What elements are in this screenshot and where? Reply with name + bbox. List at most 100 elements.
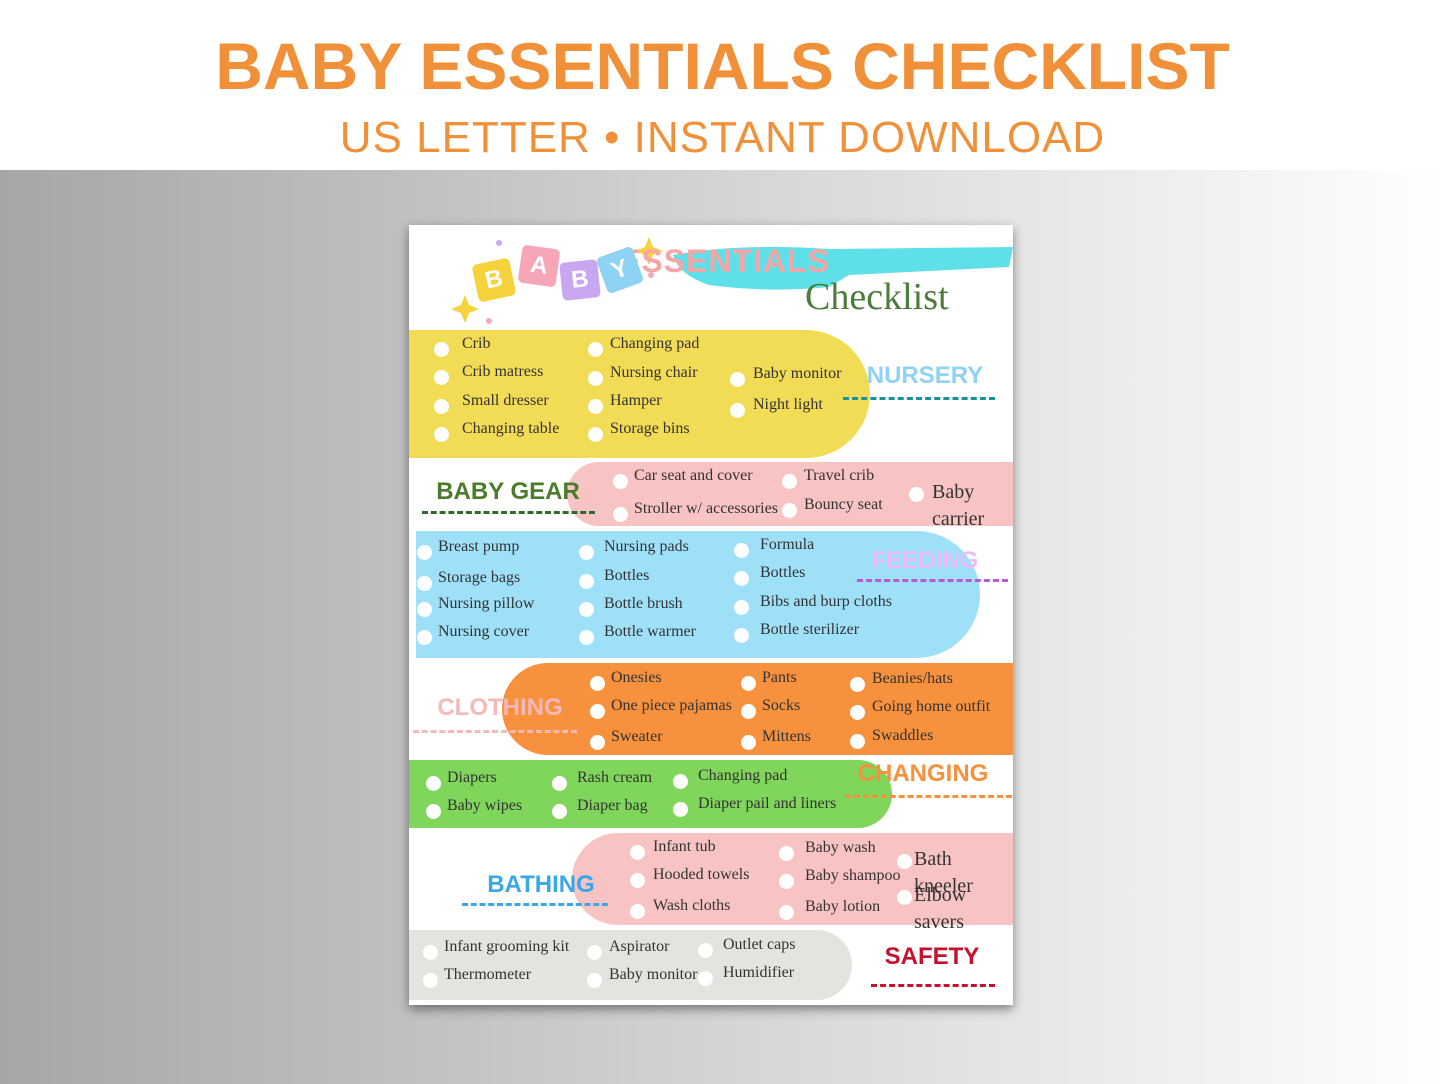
section-divider bbox=[422, 511, 595, 514]
checkbox bbox=[698, 971, 713, 986]
checklist-item: Bath kneeler bbox=[914, 848, 973, 897]
checkbox bbox=[579, 630, 594, 645]
checklist-item: Sweater bbox=[611, 728, 663, 745]
checkbox bbox=[779, 874, 794, 889]
checklist-item: Thermometer bbox=[444, 966, 532, 983]
checklist-item: Hamper bbox=[610, 392, 662, 409]
checklist-item: Baby monitor bbox=[609, 966, 698, 983]
section-divider bbox=[462, 903, 608, 906]
checklist-item: Mittens bbox=[762, 728, 811, 745]
checkbox bbox=[782, 503, 797, 518]
section-label: NURSERY bbox=[866, 362, 984, 389]
logo-block: B bbox=[559, 259, 601, 301]
checkbox bbox=[579, 545, 594, 560]
checkbox bbox=[434, 427, 449, 442]
checklist-item: Storage bins bbox=[610, 420, 690, 437]
logo-block: A bbox=[517, 244, 561, 288]
dot-decor bbox=[486, 318, 492, 324]
brush bbox=[673, 247, 1013, 290]
section-label: BABY GEAR bbox=[436, 478, 580, 505]
checklist-item: Infant tub bbox=[653, 838, 716, 855]
checkbox bbox=[850, 677, 865, 692]
checklist-item: Hooded towels bbox=[653, 866, 750, 883]
section-band bbox=[409, 930, 852, 1000]
checklist-item: Baby lotion bbox=[805, 898, 881, 915]
checkbox bbox=[613, 474, 628, 489]
checklist-item: Night light bbox=[753, 396, 823, 413]
checkbox bbox=[782, 474, 797, 489]
checkbox bbox=[417, 576, 432, 591]
checkbox bbox=[734, 571, 749, 586]
checklist-item: Baby shampoo bbox=[805, 867, 901, 884]
checkbox bbox=[909, 487, 924, 502]
checklist-item: Bottles bbox=[604, 567, 650, 584]
dot-decor bbox=[496, 240, 502, 246]
checkbox bbox=[426, 776, 441, 791]
checkbox bbox=[588, 371, 603, 386]
checkbox bbox=[423, 945, 438, 960]
checklist-item: Baby monitor bbox=[753, 365, 842, 382]
section-label: SAFETY bbox=[884, 943, 980, 970]
checklist-item: Bouncy seat bbox=[804, 496, 883, 513]
checklist-item: Travel crib bbox=[804, 467, 875, 484]
checklist-item: Formula bbox=[760, 536, 815, 553]
checklist-item: Nursing chair bbox=[610, 364, 698, 381]
checklist-item: Baby carrier bbox=[932, 481, 985, 530]
checklist-item: Nursing pads bbox=[604, 538, 689, 555]
checkbox bbox=[423, 973, 438, 988]
checklist-item: Baby wipes bbox=[447, 797, 523, 814]
checkbox bbox=[434, 370, 449, 385]
checkbox bbox=[734, 628, 749, 643]
checkbox bbox=[850, 705, 865, 720]
checkbox bbox=[897, 854, 912, 869]
checkbox bbox=[897, 890, 912, 905]
section-band bbox=[416, 531, 980, 658]
section-band bbox=[409, 330, 870, 458]
checkbox bbox=[630, 904, 645, 919]
checkbox bbox=[779, 846, 794, 861]
checkbox bbox=[417, 602, 432, 617]
checklist-item: Going home outfit bbox=[872, 698, 991, 715]
checklist-item: Bottles bbox=[760, 564, 806, 581]
checkbox bbox=[730, 403, 745, 418]
checklist-item: Bottle warmer bbox=[604, 623, 696, 640]
checkbox bbox=[590, 735, 605, 750]
checklist-item: Bibs and burp cloths bbox=[760, 593, 892, 610]
section-divider bbox=[843, 397, 995, 400]
checkbox bbox=[673, 774, 688, 789]
checklist-item: Small dresser bbox=[462, 392, 549, 409]
checkbox bbox=[590, 704, 605, 719]
sparkle bbox=[451, 295, 479, 323]
checkbox bbox=[673, 802, 688, 817]
checklist-item: Changing table bbox=[462, 420, 560, 437]
checkbox bbox=[579, 574, 594, 589]
checkbox bbox=[779, 905, 794, 920]
checklist-item: Nursing pillow bbox=[438, 595, 535, 612]
dot-decor bbox=[648, 272, 654, 278]
section-divider bbox=[857, 579, 1008, 582]
heading: ESSENTIALS bbox=[619, 243, 830, 279]
checkbox bbox=[588, 399, 603, 414]
checklist-item: Elbow savers bbox=[914, 884, 967, 933]
checkbox bbox=[434, 399, 449, 414]
section-label: FEEDING bbox=[871, 547, 979, 574]
checklist-item: Diapers bbox=[447, 769, 497, 786]
checkbox bbox=[730, 372, 745, 387]
checkbox bbox=[698, 943, 713, 958]
checklist-item: Bottle sterilizer bbox=[760, 621, 860, 638]
checklist-item: Crib matress bbox=[462, 363, 544, 380]
section-label: BATHING bbox=[487, 871, 595, 898]
checklist-item: Wash cloths bbox=[653, 897, 731, 914]
section-divider bbox=[871, 984, 995, 987]
checklist-item: Changing pad bbox=[610, 335, 700, 352]
checkbox bbox=[734, 543, 749, 558]
checklist-item: Rash cream bbox=[577, 769, 653, 786]
section-band bbox=[502, 663, 1013, 755]
section-band bbox=[409, 760, 892, 828]
checkbox bbox=[590, 676, 605, 691]
checkbox bbox=[588, 342, 603, 357]
sparkle bbox=[635, 237, 663, 265]
checklist-item: Socks bbox=[762, 697, 801, 714]
checkbox bbox=[588, 427, 603, 442]
